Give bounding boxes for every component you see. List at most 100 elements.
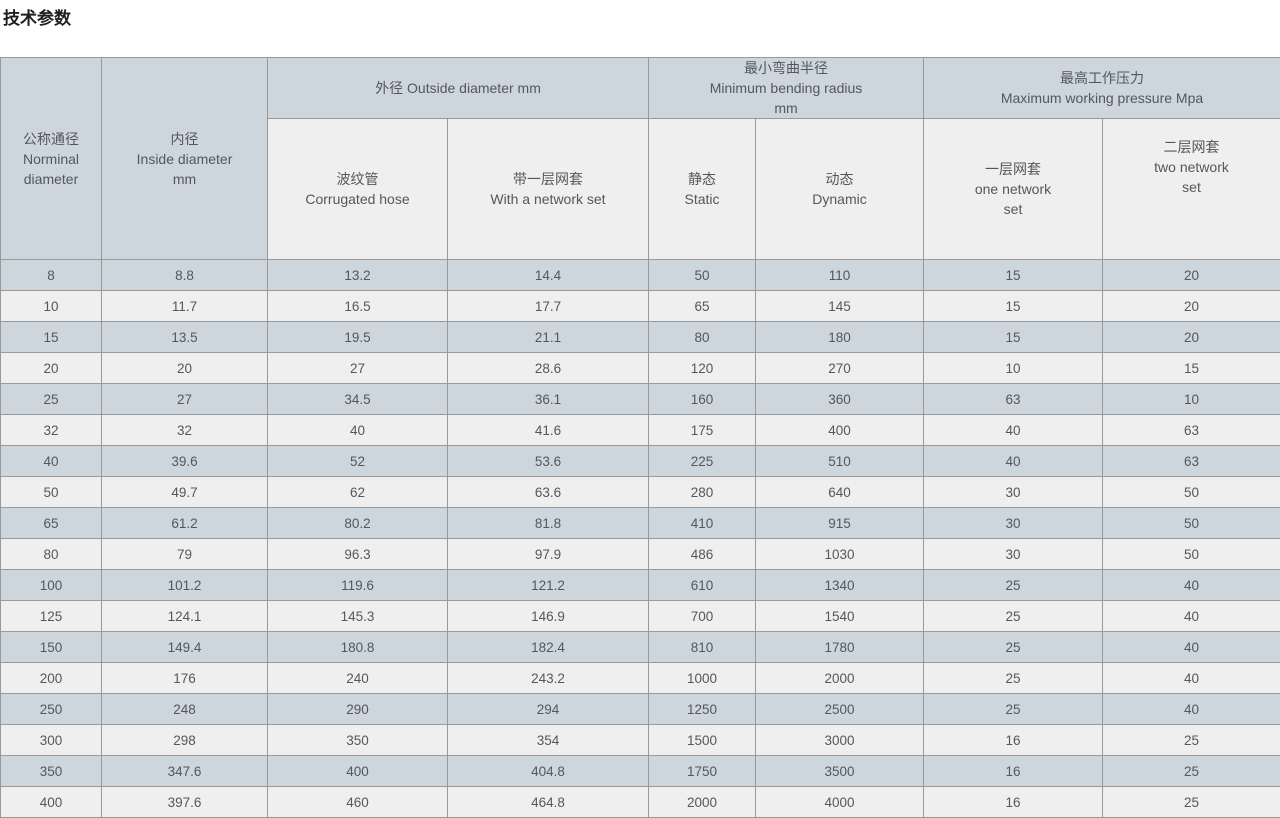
table-cell: 32	[0, 414, 102, 446]
header-line: 静态	[688, 171, 716, 187]
table-cell: 16	[923, 755, 1103, 787]
table-cell: 11.7	[101, 290, 268, 322]
header-text: 静态 Static	[649, 169, 755, 209]
table-cell: 404.8	[447, 755, 649, 787]
table-cell: 180	[755, 321, 924, 353]
header-text: 二层网套 two network set	[1103, 137, 1280, 197]
table-cell: 80	[0, 538, 102, 570]
header-line: diameter	[23, 170, 79, 187]
header-line: Minimum bending radius	[709, 80, 863, 96]
table-row: 100 101.2 119.6 121.2 610 1340 25 40	[0, 569, 1280, 601]
table-cell: 52	[267, 445, 448, 477]
table-cell: 248	[101, 693, 268, 725]
table-cell: 250	[0, 693, 102, 725]
table-cell: 17.7	[447, 290, 649, 322]
table-cell: 25	[1101, 755, 1280, 787]
table-cell: 62	[267, 476, 448, 508]
header-text: 内径 Inside diameter mm	[102, 129, 267, 189]
table-cell: 40	[1101, 631, 1280, 663]
table-cell: 50	[1101, 538, 1280, 570]
table-cell: 100	[0, 569, 102, 601]
table-cell: 13.2	[267, 259, 448, 291]
table-cell: 20	[1101, 290, 1280, 322]
table-cell: 30	[923, 538, 1103, 570]
table-cell: 50	[0, 476, 102, 508]
header-line: Static	[684, 191, 720, 207]
table-cell: 40	[267, 414, 448, 446]
header-text: 最小弯曲半径 Minimum bending radius mm	[649, 58, 923, 118]
header-text: 带一层网套 With a network set	[448, 169, 648, 209]
table-cell: 280	[648, 476, 756, 508]
table-cell: 915	[755, 507, 924, 539]
table-cell: 10	[0, 290, 102, 322]
header-outside-diameter-group: 外径 Outside diameter mm	[267, 57, 649, 119]
table-cell: 3000	[755, 724, 924, 756]
table-cell: 49.7	[101, 476, 268, 508]
header-line: 波纹管	[336, 171, 379, 187]
table-cell: 200	[0, 662, 102, 694]
table-cell: 1780	[755, 631, 924, 663]
header-line: 最小弯曲半径	[744, 60, 828, 76]
table-cell: 65	[0, 507, 102, 539]
table-cell: 290	[267, 693, 448, 725]
table-cell: 510	[755, 445, 924, 477]
table-cell: 8.8	[101, 259, 268, 291]
table-cell: 15	[923, 259, 1103, 291]
table-cell: 225	[648, 445, 756, 477]
table-cell: 15	[923, 321, 1103, 353]
table-cell: 21.1	[447, 321, 649, 353]
table-row: 8 8.8 13.2 14.4 50 110 15 20	[0, 259, 1280, 291]
table-cell: 810	[648, 631, 756, 663]
table-cell: 119.6	[267, 569, 448, 601]
table-cell: 50	[648, 259, 756, 291]
table-cell: 81.8	[447, 507, 649, 539]
table-cell: 146.9	[447, 600, 649, 632]
table-cell: 28.6	[447, 352, 649, 384]
table-cell: 145.3	[267, 600, 448, 632]
table-cell: 350	[0, 755, 102, 787]
header-group-row: 公称通径 Norminal diameter 内径 Inside diameter mm…	[0, 57, 1280, 260]
table-cell: 10	[1101, 383, 1280, 415]
table-cell: 25	[923, 600, 1103, 632]
table-cell: 34.5	[267, 383, 448, 415]
table-cell: 610	[648, 569, 756, 601]
header-line: two network	[1154, 159, 1229, 175]
table-cell: 350	[267, 724, 448, 756]
table-cell: 124.1	[101, 600, 268, 632]
header-line: 最高工作压力	[1060, 70, 1144, 86]
table-cell: 270	[755, 352, 924, 384]
table-cell: 40	[0, 445, 102, 477]
table-cell: 1000	[648, 662, 756, 694]
header-inside-diameter: 内径 Inside diameter mm	[101, 57, 268, 260]
table-cell: 8	[0, 259, 102, 291]
table-cell: 53.6	[447, 445, 649, 477]
table-cell: 40	[1101, 693, 1280, 725]
table-row: 50 49.7 62 63.6 280 640 30 50	[0, 476, 1280, 508]
header-two-network-set: 二层网套 two network set	[1101, 118, 1280, 260]
table-cell: 464.8	[447, 786, 649, 818]
table-row: 250 248 290 294 1250 2500 25 40	[0, 693, 1280, 725]
table-cell: 40	[1101, 600, 1280, 632]
header-line: one network	[974, 181, 1052, 197]
table-cell: 10	[923, 352, 1103, 384]
table-cell: 160	[648, 383, 756, 415]
table-cell: 15	[1101, 352, 1280, 384]
table-cell: 1250	[648, 693, 756, 725]
table-cell: 486	[648, 538, 756, 570]
table-cell: 27	[101, 383, 268, 415]
table-cell: 1540	[755, 600, 924, 632]
table-row: 25 27 34.5 36.1 160 360 63 10	[0, 383, 1280, 415]
table-cell: 150	[0, 631, 102, 663]
header-line: 内径	[170, 130, 199, 147]
table-cell: 25	[1101, 786, 1280, 818]
table-cell: 96.3	[267, 538, 448, 570]
table-cell: 1340	[755, 569, 924, 601]
header-line: 动态	[825, 171, 854, 187]
table-row: 125 124.1 145.3 146.9 700 1540 25 40	[0, 600, 1280, 632]
table-cell: 16	[923, 724, 1103, 756]
table-cell: 101.2	[101, 569, 268, 601]
header-line: Norminal	[22, 150, 79, 167]
table-cell: 40	[1101, 662, 1280, 694]
table-cell: 400	[755, 414, 924, 446]
